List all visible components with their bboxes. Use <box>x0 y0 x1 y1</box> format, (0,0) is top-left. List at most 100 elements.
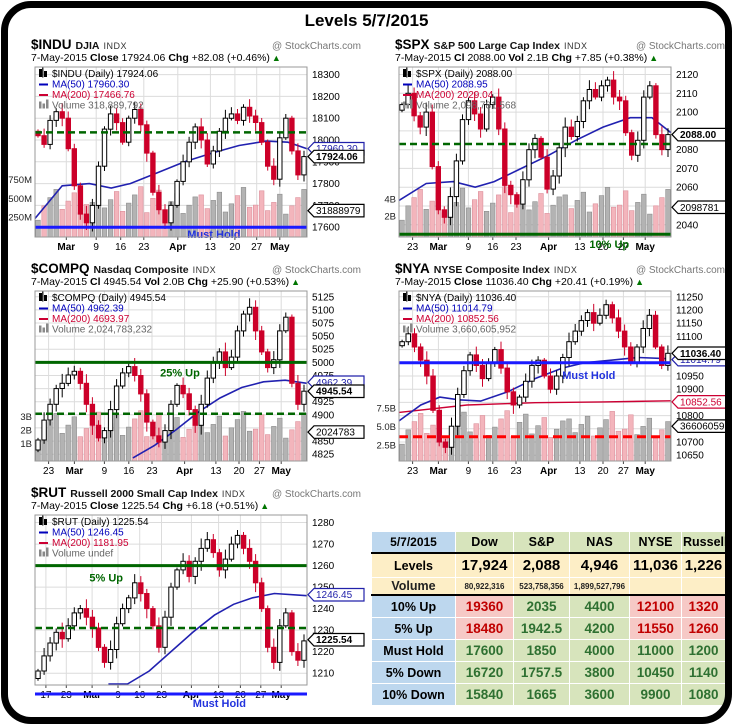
up-triangle-icon: ▲ <box>291 277 300 287</box>
svg-text:23: 23 <box>138 242 150 253</box>
svg-text:9: 9 <box>102 466 108 477</box>
svg-text:2088.00: 2088.00 <box>680 130 717 141</box>
chart-header: $COMPQ Nasdaq Composite INDX @ StockCharts.… <box>5 261 367 276</box>
svg-text:10900: 10900 <box>676 385 704 396</box>
svg-text:23: 23 <box>510 242 522 253</box>
table-cell <box>629 577 682 596</box>
chart-status-line: 7-May-2015 Cl 4945.54 Vol 2.0B Chg +25.90 (… <box>31 276 300 288</box>
table-cell: 3600 <box>569 683 630 706</box>
chart-header: $RUT Russell 2000 Small Cap Index INDX @ St… <box>5 485 367 500</box>
svg-text:27: 27 <box>618 242 630 253</box>
table-cell: 9900 <box>629 683 682 706</box>
svg-text:18000: 18000 <box>312 136 340 147</box>
table-row: 5% Down 16720 1757.5 3800 10450 1140 <box>371 661 726 684</box>
svg-text:Mar: Mar <box>430 466 448 477</box>
svg-text:27: 27 <box>254 466 266 477</box>
chart-index-name: DJIA <box>75 40 100 52</box>
svg-text:1210: 1210 <box>312 669 335 680</box>
svg-text:17800: 17800 <box>312 179 340 190</box>
chart-exchange: INDX <box>103 41 127 51</box>
svg-text:MA(200) 4693.97: MA(200) 4693.97 <box>52 314 130 325</box>
chart-symbol: $NYA <box>395 261 430 276</box>
svg-text:MA(50) 4962.39: MA(50) 4962.39 <box>52 304 124 315</box>
table-row-label: 5% Down <box>371 661 456 684</box>
chart-symbol: $RUT <box>31 485 67 500</box>
chart-symbol: $COMPQ <box>31 261 90 276</box>
stockcharts-credit: @ StockCharts.com <box>635 265 725 276</box>
svg-text:20: 20 <box>229 242 241 253</box>
chart-compq: $COMPQ Nasdaq Composite INDX @ StockCharts.… <box>5 261 367 485</box>
table-col-header: S&P <box>513 531 570 554</box>
svg-text:7.5B: 7.5B <box>376 403 396 414</box>
table-cell: 1942.5 <box>513 617 570 640</box>
chart-header: $NYA NYSE Composite Index INDX @ StockChart… <box>369 261 731 276</box>
table-cell: 1,899,527,796 <box>569 577 630 596</box>
chart-canvas-spx: 23 Mar 9 16 23 Apr 13 20 27 May 4B 2B 10% Up 2120 2110… <box>384 66 729 253</box>
svg-text:16: 16 <box>123 466 135 477</box>
table-cell: 1320 <box>681 594 726 618</box>
svg-text:27: 27 <box>618 466 630 477</box>
svg-text:2120: 2120 <box>676 70 699 81</box>
chart-rut: $RUT Russell 2000 Small Cap Index INDX @ St… <box>5 485 367 717</box>
chart-index-name: Russell 2000 Small Cap Index <box>70 488 218 500</box>
svg-text:Apr: Apr <box>540 242 557 253</box>
svg-text:18300: 18300 <box>312 70 340 81</box>
svg-text:Mar: Mar <box>57 242 75 253</box>
up-triangle-icon: ▲ <box>635 277 645 287</box>
table-col-header: Russell <box>681 531 726 554</box>
svg-text:23: 23 <box>407 242 419 253</box>
svg-text:$INDU (Daily) 17924.06: $INDU (Daily) 17924.06 <box>52 69 159 80</box>
svg-text:1280: 1280 <box>312 518 335 529</box>
svg-text:$RUT (Daily) 1225.54: $RUT (Daily) 1225.54 <box>52 517 149 528</box>
svg-text:Volume 2,024,783,232: Volume 2,024,783,232 <box>52 325 153 336</box>
svg-text:27: 27 <box>251 242 263 253</box>
svg-text:May: May <box>271 466 291 477</box>
table-header-row: 5/7/2015 Dow S&P NAS NYSE Russell <box>371 531 726 554</box>
table-row-label: Must Hold <box>371 639 456 662</box>
chart-status-line: 7-May-2015 Close 17924.06 Chg +82.08 (+0.4… <box>31 52 281 64</box>
svg-text:4825: 4825 <box>312 450 335 461</box>
svg-text:MA(200) 2029.04: MA(200) 2029.04 <box>416 90 494 101</box>
svg-text:3B: 3B <box>20 412 32 423</box>
svg-text:5025: 5025 <box>312 345 335 356</box>
svg-text:18100: 18100 <box>312 114 340 125</box>
svg-text:MA(50) 2088.95: MA(50) 2088.95 <box>416 80 488 91</box>
svg-text:20: 20 <box>233 466 245 477</box>
svg-text:Volume undef: Volume undef <box>52 549 113 560</box>
svg-text:2.5B: 2.5B <box>376 441 396 452</box>
table-cell: 4400 <box>569 594 630 618</box>
table-cell: 12100 <box>629 594 682 618</box>
svg-text:Volume 3,660,605,952: Volume 3,660,605,952 <box>416 325 517 336</box>
svg-text:36606059: 36606059 <box>680 422 725 433</box>
svg-text:23: 23 <box>43 466 55 477</box>
svg-text:13: 13 <box>574 242 586 253</box>
table-cell: 1757.5 <box>513 661 570 684</box>
svg-text:23: 23 <box>146 466 158 477</box>
svg-text:1230: 1230 <box>312 626 335 637</box>
svg-text:9: 9 <box>466 242 472 253</box>
table-cell: 15840 <box>455 683 514 706</box>
svg-text:13: 13 <box>210 466 222 477</box>
svg-text:$NYA (Daily) 11036.40: $NYA (Daily) 11036.40 <box>416 293 517 304</box>
charts-grid-top: $INDU DJIA INDX @ StockCharts.com 7-May-201… <box>0 35 733 485</box>
table-row: Must Hold 17600 1850 4000 11000 1200 <box>371 639 726 662</box>
svg-text:20: 20 <box>597 242 609 253</box>
table-cell: 18480 <box>455 617 514 640</box>
svg-text:4850: 4850 <box>312 437 335 448</box>
svg-text:1B: 1B <box>20 439 32 450</box>
chart-exchange: INDX <box>192 265 217 275</box>
svg-text:16: 16 <box>115 242 127 253</box>
levels-table: 5/7/2015 Dow S&P NAS NYSE Russell Levels 17,924… <box>371 531 726 706</box>
svg-text:Apr: Apr <box>176 466 193 477</box>
table-cell: 1,226 <box>681 552 726 578</box>
svg-text:$COMPQ (Daily) 4945.54: $COMPQ (Daily) 4945.54 <box>52 293 166 304</box>
chart-status-line: 7-May-2015 Close 11036.40 Chg +20.41 (+0.1… <box>395 276 645 288</box>
chart-exchange: INDX <box>221 489 246 499</box>
svg-text:Must Hold: Must Hold <box>187 229 240 241</box>
svg-text:11250: 11250 <box>676 292 704 303</box>
svg-text:MA(50) 11014.79: MA(50) 11014.79 <box>416 304 493 315</box>
up-triangle-icon: ▲ <box>260 501 270 511</box>
svg-text:11150: 11150 <box>676 319 703 330</box>
svg-text:250M: 250M <box>8 212 32 223</box>
